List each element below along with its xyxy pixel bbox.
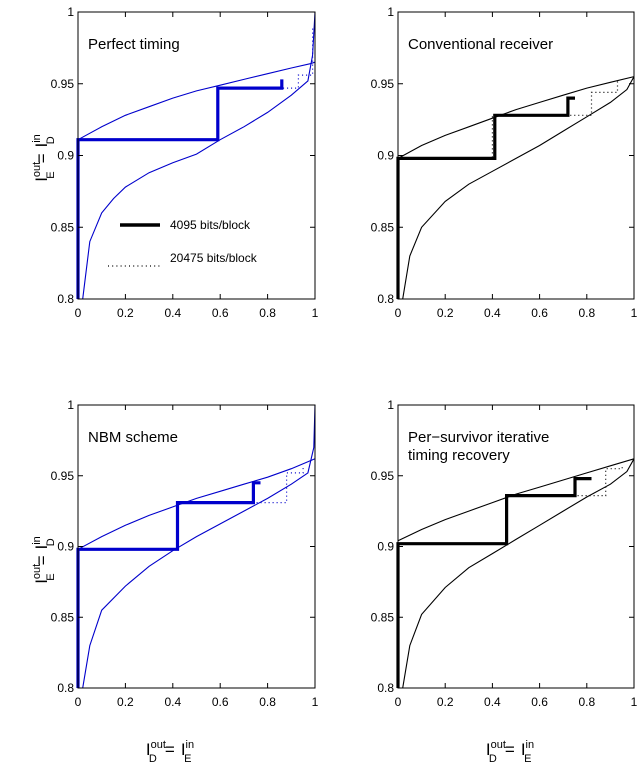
x-tick-label: 0.6 (531, 306, 548, 320)
exit-chart-panel-1: 0 0.2 0.4 0.6 0.8 1 0.8 0.85 0.9 0.95 1 Perfect tim… (51, 5, 319, 320)
x-tick-label: 0.2 (437, 306, 454, 320)
exit-chart-panel-3: 0 0.2 0.4 0.6 0.8 1 0.8 0.85 0.9 0.95 1 NBM scheme (51, 398, 319, 709)
y-tick-label: 0.95 (371, 469, 395, 483)
detector-transfer-curve (82, 11, 316, 300)
x-tick-label: 0.8 (578, 695, 595, 709)
y-tick-label: 0.95 (51, 469, 75, 483)
exit-chart-panel-4: 0 0.2 0.4 0.6 0.8 1 0.8 0.85 0.9 0.95 1 Per−survivo… (371, 398, 638, 709)
decoder-transfer-curve (77, 458, 316, 550)
y-tick-label: 0.9 (377, 540, 394, 554)
y-tick-label: 0.9 (57, 149, 74, 163)
x-tick-label: 1 (312, 695, 319, 709)
trajectory-20475-bits (397, 464, 623, 688)
decoder-transfer-curve (77, 61, 316, 141)
x-tick-label: 0.4 (164, 695, 181, 709)
y-axis-label-top: Iout E=Iin D (31, 134, 57, 182)
y-axis-label-bottom: Iout E=Iin D (31, 536, 57, 584)
legend-label-20475: 20475 bits/block (170, 251, 258, 265)
y-tick-label: 1 (387, 398, 394, 412)
y-tick-label: 0.9 (57, 540, 74, 554)
panel-annotation: Conventional receiver (408, 36, 553, 53)
x-tick-label: 0 (75, 695, 82, 709)
trajectory-4095-bits (396, 96, 575, 299)
y-tick-label: 0.8 (57, 681, 74, 695)
y-tick-label: 0.85 (371, 220, 395, 234)
x-tick-label: 0.8 (259, 695, 276, 709)
detector-transfer-curve (82, 404, 316, 689)
x-tick-label: 0.6 (531, 695, 548, 709)
exit-chart-panel-2: 0 0.2 0.4 0.6 0.8 1 0.8 0.85 0.9 0.95 1 Conventiona… (371, 5, 638, 320)
panel-annotation: Perfect timing (88, 36, 180, 53)
plot-frame (77, 404, 316, 689)
legend: 4095 bits/block 20475 bits/block (108, 218, 258, 267)
x-tick-label: 0.2 (117, 306, 134, 320)
trajectory-20475-bits (77, 26, 314, 299)
x-tick-label: 0.4 (484, 306, 501, 320)
trajectory-4095-bits (76, 481, 261, 688)
y-tick-label: 0.95 (51, 77, 75, 91)
y-tick-label: 1 (67, 398, 74, 412)
y-tick-label: 1 (67, 5, 74, 19)
detector-transfer-curve (402, 458, 635, 689)
trajectory-20475-bits (397, 80, 619, 299)
x-tick-label: 0.4 (484, 695, 501, 709)
y-tick-label: 0.8 (377, 681, 394, 695)
y-tick-label: 0.8 (377, 292, 394, 306)
plot-frame (397, 11, 635, 300)
detector-transfer-curve (402, 76, 635, 300)
decoder-transfer-curve (397, 76, 635, 159)
panel-annotation: Per−survivor iterative timing recovery (408, 429, 549, 464)
x-tick-label: 0.8 (259, 306, 276, 320)
x-tick-label: 0.2 (437, 695, 454, 709)
trajectory-20475-bits (77, 465, 304, 688)
y-tick-label: 1 (387, 5, 394, 19)
y-tick-label: 0.85 (371, 610, 395, 624)
x-axis-label-right: Iout D = Iin E (486, 739, 534, 765)
y-tick-label: 0.85 (51, 610, 75, 624)
x-tick-label: 0 (395, 695, 402, 709)
x-tick-label: 1 (631, 306, 638, 320)
x-tick-label: 0 (395, 306, 402, 320)
panel-annotation: NBM scheme (88, 429, 178, 446)
decoder-transfer-curve (397, 458, 635, 542)
x-tick-label: 0 (75, 306, 82, 320)
x-tick-label: 0.2 (117, 695, 134, 709)
x-tick-label: 1 (312, 306, 319, 320)
x-tick-label: 0.4 (164, 306, 181, 320)
y-tick-label: 0.9 (377, 149, 394, 163)
y-tick-label: 0.95 (371, 77, 395, 91)
y-tick-label: 0.8 (57, 292, 74, 306)
x-axis-label-left: Iout D = Iin E (146, 739, 194, 765)
legend-label-4095: 4095 bits/block (170, 218, 251, 232)
x-tick-label: 0.8 (578, 306, 595, 320)
trajectory-4095-bits (396, 477, 592, 688)
x-tick-label: 0.6 (212, 306, 229, 320)
y-tick-label: 0.85 (51, 220, 75, 234)
x-tick-label: 1 (631, 695, 638, 709)
x-tick-label: 0.6 (212, 695, 229, 709)
